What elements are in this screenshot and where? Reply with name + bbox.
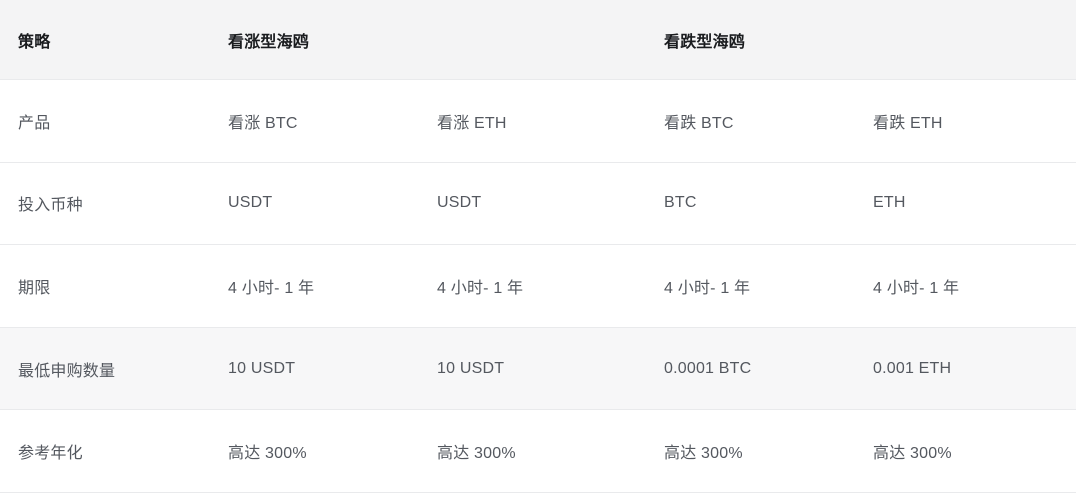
cell-product-bull-btc: 看涨 BTC xyxy=(228,114,298,132)
cell-apr-bear-eth: 高达 300% xyxy=(873,445,952,463)
row-label-product: 产品 xyxy=(18,114,51,132)
cell-currency-bull-btc: USDT xyxy=(228,194,273,212)
table-row-min-subscription: 最低申购数量 10 USDT 10 USDT 0.0001 BTC 0.001 … xyxy=(0,327,1076,411)
cell-minsub-bull-eth: 10 USDT xyxy=(437,359,505,377)
cell-apr-bear-btc: 高达 300% xyxy=(664,445,743,463)
cell-currency-bear-eth: ETH xyxy=(873,194,906,212)
cell-minsub-bull-btc: 10 USDT xyxy=(228,359,296,377)
header-strategy: 策略 xyxy=(18,33,51,51)
table-row-reference-apr: 参考年化 高达 300% 高达 300% 高达 300% 高达 300% xyxy=(0,410,1076,493)
cell-apr-bull-btc: 高达 300% xyxy=(228,445,307,463)
cell-product-bear-eth: 看跌 ETH xyxy=(873,114,943,132)
row-label-input-currency: 投入币种 xyxy=(18,197,83,215)
cell-duration-bull-btc: 4 小时- 1 年 xyxy=(228,279,315,297)
cell-minsub-bear-btc: 0.0001 BTC xyxy=(664,359,752,377)
table-row-duration: 期限 4 小时- 1 年 4 小时- 1 年 4 小时- 1 年 4 小时- 1… xyxy=(0,245,1076,328)
cell-minsub-bear-eth: 0.001 ETH xyxy=(873,359,952,377)
cell-product-bear-btc: 看跌 BTC xyxy=(664,114,734,132)
table-header-row: 策略 看涨型海鸥 看跌型海鸥 xyxy=(0,0,1076,80)
cell-apr-bull-eth: 高达 300% xyxy=(437,445,516,463)
cell-product-bull-eth: 看涨 ETH xyxy=(437,114,507,132)
row-label-min-subscription: 最低申购数量 xyxy=(18,362,116,380)
cell-duration-bull-eth: 4 小时- 1 年 xyxy=(437,279,524,297)
cell-currency-bull-eth: USDT xyxy=(437,194,482,212)
header-bullish-seagull: 看涨型海鸥 xyxy=(228,33,310,51)
cell-duration-bear-eth: 4 小时- 1 年 xyxy=(873,279,960,297)
table-row-input-currency: 投入币种 USDT USDT BTC ETH xyxy=(0,162,1076,246)
table-row-product: 产品 看涨 BTC 看涨 ETH 看跌 BTC 看跌 ETH xyxy=(0,80,1076,163)
cell-duration-bear-btc: 4 小时- 1 年 xyxy=(664,279,751,297)
cell-currency-bear-btc: BTC xyxy=(664,194,697,212)
row-label-duration: 期限 xyxy=(18,279,51,297)
row-label-reference-apr: 参考年化 xyxy=(18,445,83,463)
header-bearish-seagull: 看跌型海鸥 xyxy=(664,33,746,51)
